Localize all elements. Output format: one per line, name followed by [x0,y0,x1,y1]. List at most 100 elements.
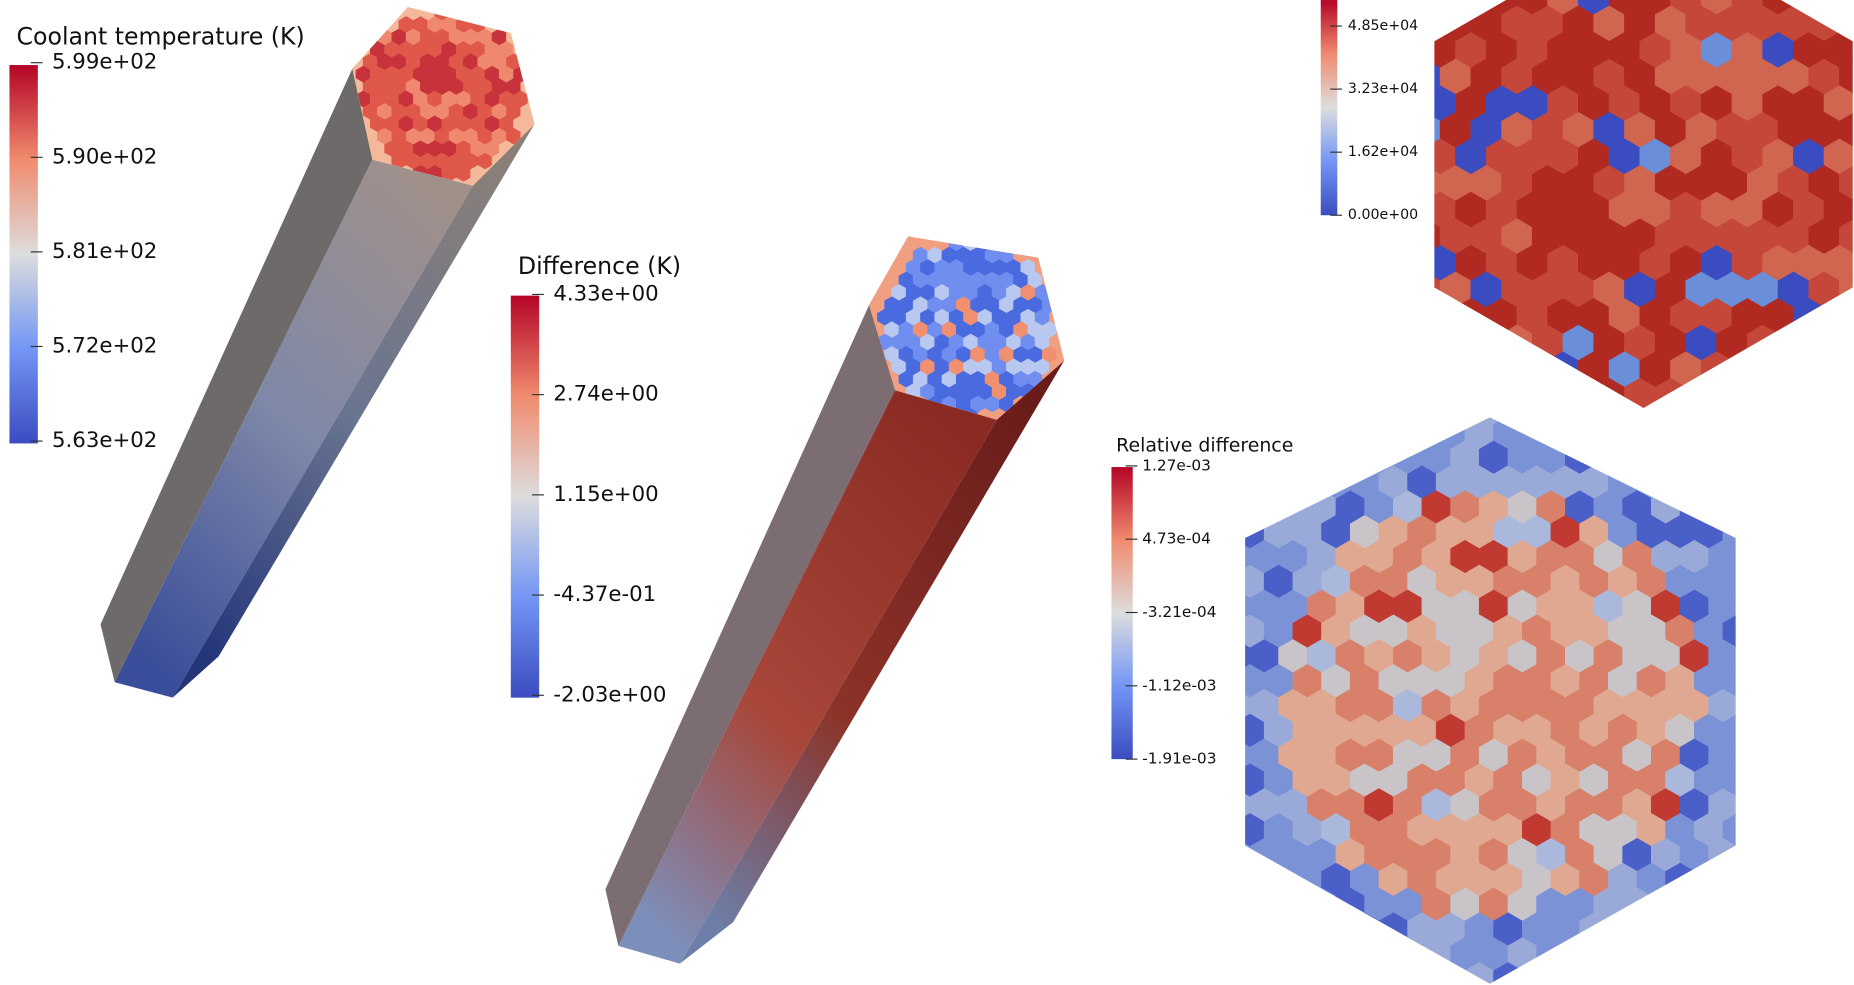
cell [1579,417,1609,450]
cell [927,236,943,240]
cell [1056,296,1065,314]
cell [352,16,357,34]
tick-label: -2.03e+00 [553,682,666,707]
cell [535,153,549,170]
cell [535,54,549,71]
cell [1378,417,1408,450]
cell [912,236,929,240]
cell [970,236,986,240]
cell [1839,324,1853,362]
cell [441,7,457,9]
cell [1839,165,1853,202]
cell [1027,236,1043,240]
cell [1321,417,1351,450]
tick-label: 4.33e+00 [553,281,658,306]
cell [1777,377,1810,408]
cell [520,28,535,46]
cell [413,7,429,9]
cell [498,16,514,34]
cell [535,79,549,96]
tick-label: 0.00e+00 [1348,207,1418,223]
cell [377,7,393,22]
cell [1434,351,1456,388]
cell [1722,813,1736,848]
tick-label: 1.27e-03 [1142,456,1211,474]
cell [1793,351,1825,388]
cell [1722,664,1736,699]
cell [535,128,549,145]
cell [1746,377,1779,408]
cell [1263,962,1294,984]
tick-label: 2.74e+00 [553,382,658,407]
cell [1335,937,1365,972]
cell [869,259,878,277]
cell [1056,370,1065,389]
cell [1349,962,1380,984]
cell [1839,218,1853,255]
cell [1478,417,1509,425]
cell [1565,417,1595,425]
cell [1823,0,1853,16]
cell [1042,395,1058,414]
cell [1622,937,1652,972]
cell [1593,937,1624,972]
cell [484,7,500,9]
cell [520,177,535,186]
cell [1636,962,1666,984]
cell [1335,440,1365,475]
tick-label: 1.62e+04 [1348,144,1418,160]
cell [1716,377,1748,408]
cell [352,28,364,46]
cell [1562,377,1595,408]
cell [520,53,535,71]
cell [1470,324,1503,362]
cell [1679,440,1710,475]
cell [1579,962,1609,984]
cell [1245,937,1251,972]
cell [1650,887,1681,922]
cell [1679,937,1710,972]
cell [1708,417,1736,425]
cell [1056,236,1065,240]
cell [1808,324,1840,362]
cell [1407,417,1437,450]
cell [1665,465,1695,500]
cell [463,7,479,22]
cell [1777,324,1810,362]
cell [1839,58,1853,96]
cell [1808,377,1840,408]
cell [1722,912,1736,947]
colorbar-title: Difference (K) [518,252,681,280]
cell [1434,0,1456,16]
cell [369,7,385,9]
colorbar [9,65,38,444]
tick-label: -3.21e-04 [1142,603,1216,621]
cell [870,236,886,240]
cell [520,7,535,22]
cell [1306,417,1337,425]
tick-label: 4.73e-04 [1142,530,1211,548]
cell [1708,490,1736,525]
tick-label: 4.85e+04 [1348,18,1418,34]
cell [498,7,514,9]
cell [1278,887,1308,922]
tick-label: -1.12e-03 [1142,676,1216,694]
cell [991,236,1007,252]
cell [1550,417,1581,450]
cell [1292,912,1322,947]
cell [1292,962,1322,984]
cell [869,246,871,265]
cell [1349,417,1380,450]
cell [1507,417,1537,425]
cell [1665,962,1695,984]
cell [1245,490,1251,525]
cell [527,65,535,84]
cell [1685,377,1717,408]
cell [513,7,529,9]
cell [506,7,522,22]
cell [1049,236,1065,252]
cell [1245,962,1265,984]
cell [1364,937,1394,972]
cell [1650,440,1681,475]
